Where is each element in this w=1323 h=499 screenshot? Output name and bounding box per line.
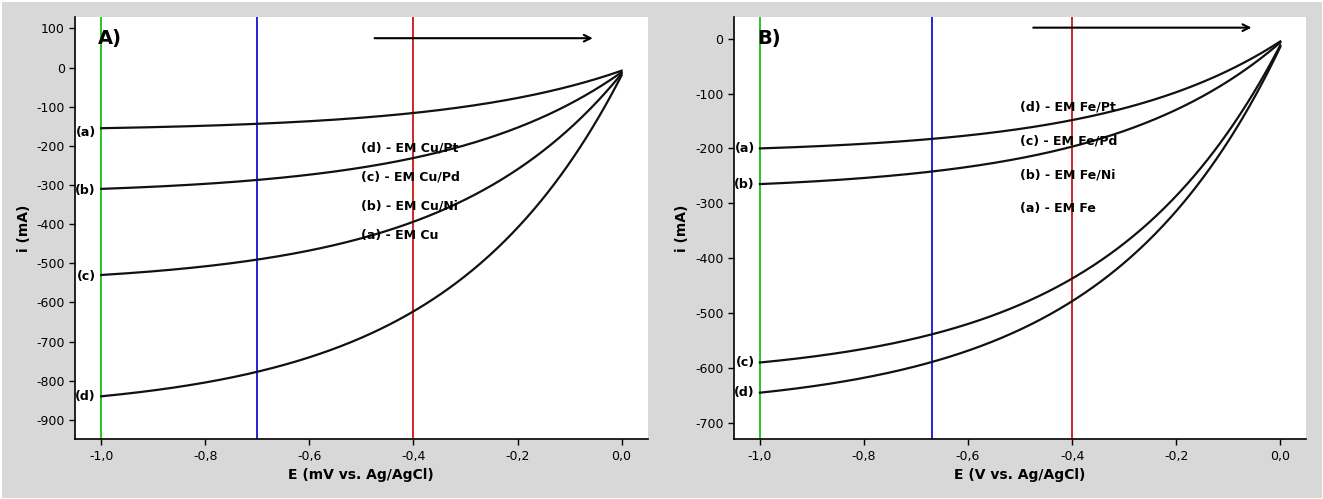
- Text: (c): (c): [77, 270, 97, 283]
- X-axis label: E (mV vs. Ag/AgCl): E (mV vs. Ag/AgCl): [288, 469, 434, 483]
- Text: (b) - EM Fe/Ni: (b) - EM Fe/Ni: [1020, 168, 1115, 181]
- Text: (d) - EM Cu/Pt: (d) - EM Cu/Pt: [361, 141, 459, 154]
- Text: (c): (c): [736, 356, 754, 369]
- Text: (b) - EM Cu/Ni: (b) - EM Cu/Ni: [361, 200, 458, 213]
- Text: (a) - EM Cu: (a) - EM Cu: [361, 230, 439, 243]
- Text: (c) - EM Fe/Pd: (c) - EM Fe/Pd: [1020, 134, 1118, 147]
- X-axis label: E (V vs. Ag/AgCl): E (V vs. Ag/AgCl): [954, 469, 1086, 483]
- Y-axis label: i (mA): i (mA): [675, 204, 689, 251]
- Text: (b): (b): [734, 178, 754, 191]
- Text: A): A): [98, 29, 122, 48]
- Text: B): B): [757, 29, 781, 48]
- Text: (d): (d): [734, 386, 754, 399]
- Y-axis label: i (mA): i (mA): [17, 204, 30, 251]
- Text: (d) - EM Fe/Pt: (d) - EM Fe/Pt: [1020, 100, 1117, 113]
- Text: (a) - EM Fe: (a) - EM Fe: [1020, 202, 1095, 215]
- Text: (d): (d): [75, 390, 97, 403]
- Text: (b): (b): [75, 184, 97, 197]
- Text: (a): (a): [734, 142, 754, 155]
- Text: (c) - EM Cu/Pd: (c) - EM Cu/Pd: [361, 171, 460, 184]
- Text: (a): (a): [75, 126, 97, 139]
